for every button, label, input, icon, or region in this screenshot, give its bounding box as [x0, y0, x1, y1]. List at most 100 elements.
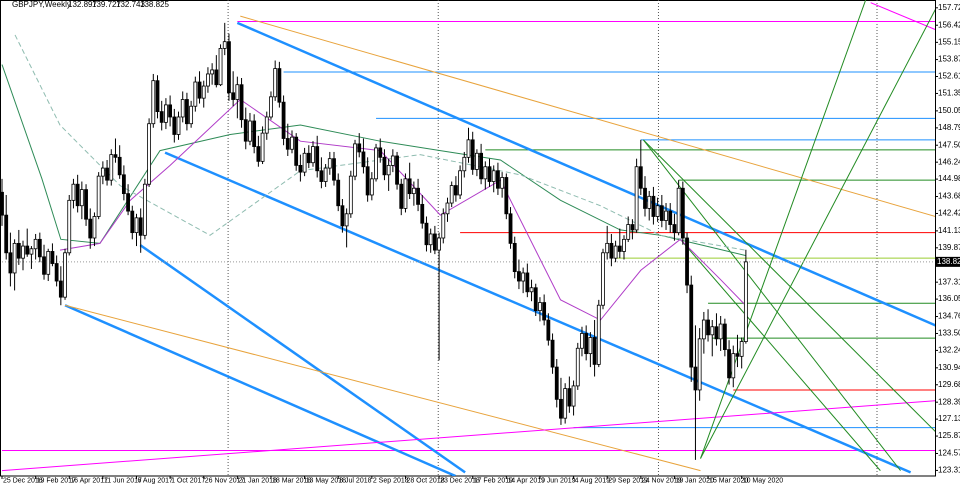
candle-body [113, 154, 118, 158]
candle-body [273, 68, 278, 98]
candle-body [622, 238, 626, 252]
candle-body [92, 216, 97, 239]
candle-body [147, 123, 151, 185]
x-tick-label: 10 May 2020 [743, 477, 784, 484]
candle-body [437, 237, 441, 251]
candle-body [302, 152, 307, 173]
y-tick-label: 129.685 [938, 380, 960, 389]
candle-body [643, 187, 647, 209]
moving-average [14, 34, 746, 251]
current-price-tag [935, 256, 960, 267]
candle-body [365, 166, 370, 196]
candle-body [714, 326, 719, 340]
candle-body [231, 92, 236, 100]
candle-body [0, 191, 4, 216]
candle-body [411, 187, 416, 195]
candle-body [109, 154, 114, 181]
candle-body [16, 242, 21, 259]
candle-body [496, 170, 500, 189]
candle-body [138, 217, 143, 236]
trend-line [1, 400, 935, 472]
y-tick-label: 155.150 [938, 37, 960, 46]
candle-body [8, 252, 13, 274]
candle-body [37, 238, 42, 258]
candle-body [668, 210, 673, 225]
candle-body [243, 119, 248, 142]
y-tick-label: 141.130 [938, 226, 960, 235]
candle-body [500, 177, 505, 189]
candle-body [580, 333, 584, 349]
candle-body [21, 245, 25, 259]
candle-body [542, 302, 547, 321]
candle-body [672, 224, 677, 234]
candle-body [533, 287, 538, 312]
candle-body [84, 189, 88, 220]
candle-body [546, 319, 551, 341]
candle-body [550, 339, 555, 368]
candle-body [462, 156, 467, 172]
candle-body [50, 251, 55, 264]
candle-body [33, 238, 38, 250]
candle-body [176, 116, 181, 135]
candle-body [613, 245, 618, 259]
candle-body [185, 99, 189, 125]
candle-body [323, 167, 328, 182]
candle-body [739, 341, 744, 357]
header-value: 132.897 [68, 0, 97, 9]
candle-body [214, 69, 219, 86]
candle-body [525, 272, 530, 293]
x-tick-label: 1 Oct 2017 [171, 477, 205, 484]
candle-body [382, 156, 387, 176]
trend-line [700, 9, 935, 459]
candle-body [617, 245, 622, 252]
candle-body [222, 41, 227, 49]
candle-body [319, 170, 324, 182]
candle-body [563, 388, 568, 419]
candle-body [554, 366, 559, 400]
candle-body [332, 158, 336, 181]
candle-body [218, 48, 223, 86]
y-tick-label: 142.425 [938, 209, 960, 218]
candle-body [378, 147, 383, 158]
candle-body [46, 251, 51, 275]
y-tick-label: 127.130 [938, 414, 960, 423]
x-tick-label: 19 Feb 2017 [37, 477, 76, 484]
candle-body [626, 224, 631, 240]
candle-body [521, 272, 526, 282]
plot-area [0, 0, 935, 476]
candle-body [277, 68, 282, 103]
candle-body [315, 146, 320, 172]
candle-body [466, 139, 471, 158]
candle-body [235, 84, 240, 100]
candle-body [374, 147, 378, 180]
candle-body [432, 233, 437, 251]
x-tick-label: 2 Sep 2018 [373, 477, 409, 484]
trend-line [64, 304, 701, 472]
candle-body [29, 248, 34, 255]
trend-line [64, 304, 456, 476]
candle-body [155, 80, 160, 113]
candle-body [609, 242, 614, 259]
candle-body [571, 385, 576, 407]
trend-line [240, 15, 935, 217]
x-tick-label: 23 Dec 2018 [440, 477, 480, 484]
candle-body [281, 101, 286, 139]
candle-body [164, 104, 168, 123]
x-tick-label: 26 Nov 2017 [205, 477, 245, 484]
y-tick-label: 139.870 [938, 243, 960, 252]
candle-body [100, 167, 105, 177]
x-tick-label: 19 Jan 2020 [675, 477, 714, 484]
y-tick-label: 128.390 [938, 397, 960, 406]
candle-body [693, 366, 698, 391]
y-tick-label: 133.500 [938, 329, 960, 338]
candle-body [529, 287, 534, 293]
candle-body [508, 213, 513, 244]
x-tick-label: 21 Jan 2018 [238, 477, 277, 484]
candle-body [311, 146, 315, 164]
candle-body [407, 178, 412, 195]
y-tick-label: 132.240 [938, 346, 960, 355]
candle-body [722, 323, 727, 351]
candle-body [142, 183, 147, 236]
candle-body [416, 187, 420, 205]
candle-body [395, 155, 399, 185]
